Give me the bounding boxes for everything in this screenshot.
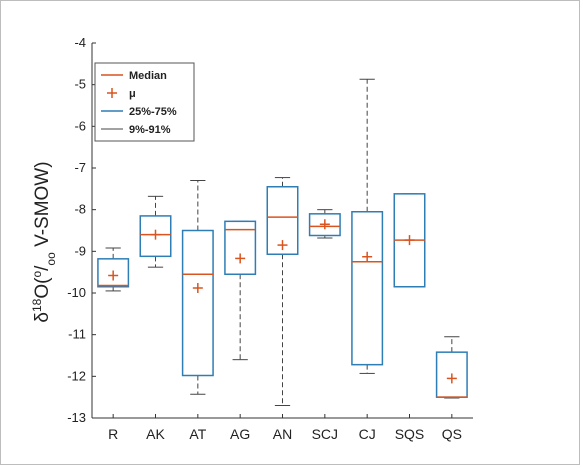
iqr-box	[266, 186, 299, 255]
legend-entry-median: Median	[101, 70, 167, 82]
y-tick-label: -9	[74, 243, 86, 258]
x-tick-label: QS	[442, 426, 462, 442]
y-tick-label: -5	[74, 77, 86, 92]
box-cj	[351, 78, 384, 374]
axes: -13 -12 -11 -10 -9 -8 -7 -6 -5 -4 R AK AT AG AN SCJ CJ SQ…	[67, 35, 473, 442]
y-tick-label: -7	[74, 160, 86, 175]
box-at	[181, 180, 214, 395]
x-tick-label: AG	[230, 426, 250, 442]
y-tick-label: -13	[67, 410, 86, 425]
box-r	[97, 247, 130, 292]
x-tick-label: AT	[189, 426, 206, 442]
x-tick-label: AN	[273, 426, 292, 442]
box-ag	[224, 220, 257, 361]
x-tick-label: SQS	[395, 426, 425, 442]
x-tick-label: R	[108, 426, 118, 442]
legend-label: Median	[129, 70, 167, 82]
box-an	[266, 177, 299, 406]
legend-label: μ	[129, 88, 136, 100]
x-tick-label: CJ	[359, 426, 376, 442]
x-tick-label: AK	[146, 426, 165, 442]
legend-label: 25%-75%	[129, 106, 177, 118]
box-ak	[139, 195, 172, 268]
iqr-box	[351, 211, 384, 366]
y-tick-label: -10	[67, 285, 86, 300]
boxes	[97, 78, 468, 406]
y-tick-label: -4	[74, 35, 86, 50]
legend-entry-mean: μ	[107, 88, 136, 100]
x-tick-label: SCJ	[312, 426, 338, 442]
y-tick-label: -6	[74, 118, 86, 133]
legend-label: 9%-91%	[129, 124, 171, 136]
iqr-box	[181, 229, 214, 377]
y-tick-label: -11	[68, 327, 86, 342]
y-axis-label: δ18O(o/oo V-SMOW)	[30, 161, 58, 322]
y-tick-label: -8	[74, 202, 86, 217]
iqr-box	[139, 215, 172, 258]
box-sqs	[393, 193, 426, 288]
box-qs	[435, 336, 468, 399]
legend-box	[94, 62, 195, 142]
legend-entry-box: 25%-75%	[101, 106, 177, 118]
iqr-box	[97, 258, 130, 288]
iqr-box	[308, 213, 341, 237]
legend-entry-whisker: 9%-91%	[101, 124, 171, 136]
box-scj	[308, 209, 341, 239]
legend: Median μ 25%-75% 9%-91%	[94, 62, 195, 142]
y-tick-label: -12	[67, 368, 86, 383]
iqr-box	[224, 220, 257, 275]
